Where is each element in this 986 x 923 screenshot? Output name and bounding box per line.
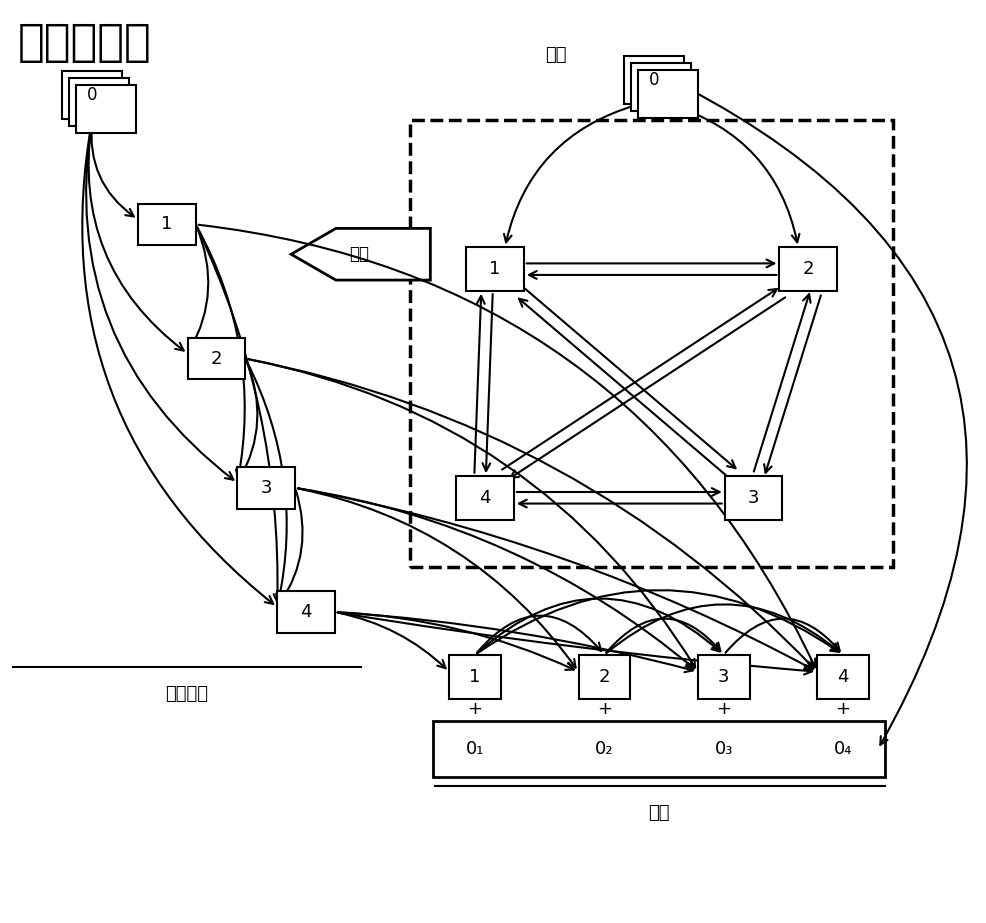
Text: +: + [835,700,851,717]
Text: 2: 2 [211,350,222,367]
Text: 0₃: 0₃ [715,740,733,759]
FancyBboxPatch shape [579,654,630,699]
FancyBboxPatch shape [466,247,524,291]
Text: 第一阶段: 第一阶段 [166,685,208,702]
Text: 输出: 输出 [649,804,669,821]
Text: 0: 0 [87,86,98,104]
FancyBboxPatch shape [817,654,869,699]
Text: 2: 2 [803,260,814,278]
FancyBboxPatch shape [624,56,684,104]
Text: 4: 4 [837,667,849,686]
FancyBboxPatch shape [76,85,136,133]
FancyBboxPatch shape [62,71,122,119]
FancyBboxPatch shape [631,64,691,111]
Text: +: + [716,700,732,717]
Text: 4: 4 [301,603,312,621]
FancyArrow shape [291,228,430,280]
FancyBboxPatch shape [779,247,837,291]
Text: 0₄: 0₄ [834,740,852,759]
FancyBboxPatch shape [187,338,246,379]
Text: +: + [597,700,612,717]
FancyBboxPatch shape [457,476,514,520]
Text: 2: 2 [599,667,610,686]
FancyBboxPatch shape [238,467,295,509]
Text: 0₂: 0₂ [596,740,613,759]
Text: 3: 3 [747,489,759,507]
FancyBboxPatch shape [138,204,195,246]
Text: 4: 4 [479,489,491,507]
Text: 3: 3 [260,479,272,497]
Text: +: + [467,700,482,717]
Text: 1: 1 [489,260,501,278]
Text: 输入: 输入 [544,46,566,65]
Text: 0: 0 [649,71,660,90]
FancyBboxPatch shape [698,654,749,699]
FancyBboxPatch shape [433,722,884,777]
Text: 展开: 展开 [349,246,369,263]
FancyBboxPatch shape [725,476,782,520]
FancyBboxPatch shape [638,70,698,118]
FancyBboxPatch shape [450,654,501,699]
Text: 3: 3 [718,667,730,686]
Text: 1: 1 [469,667,481,686]
FancyBboxPatch shape [277,592,335,633]
Text: 0₁: 0₁ [465,740,484,759]
FancyBboxPatch shape [69,78,129,126]
Text: 1: 1 [161,215,173,234]
Text: 残差集群块: 残差集群块 [18,20,152,64]
